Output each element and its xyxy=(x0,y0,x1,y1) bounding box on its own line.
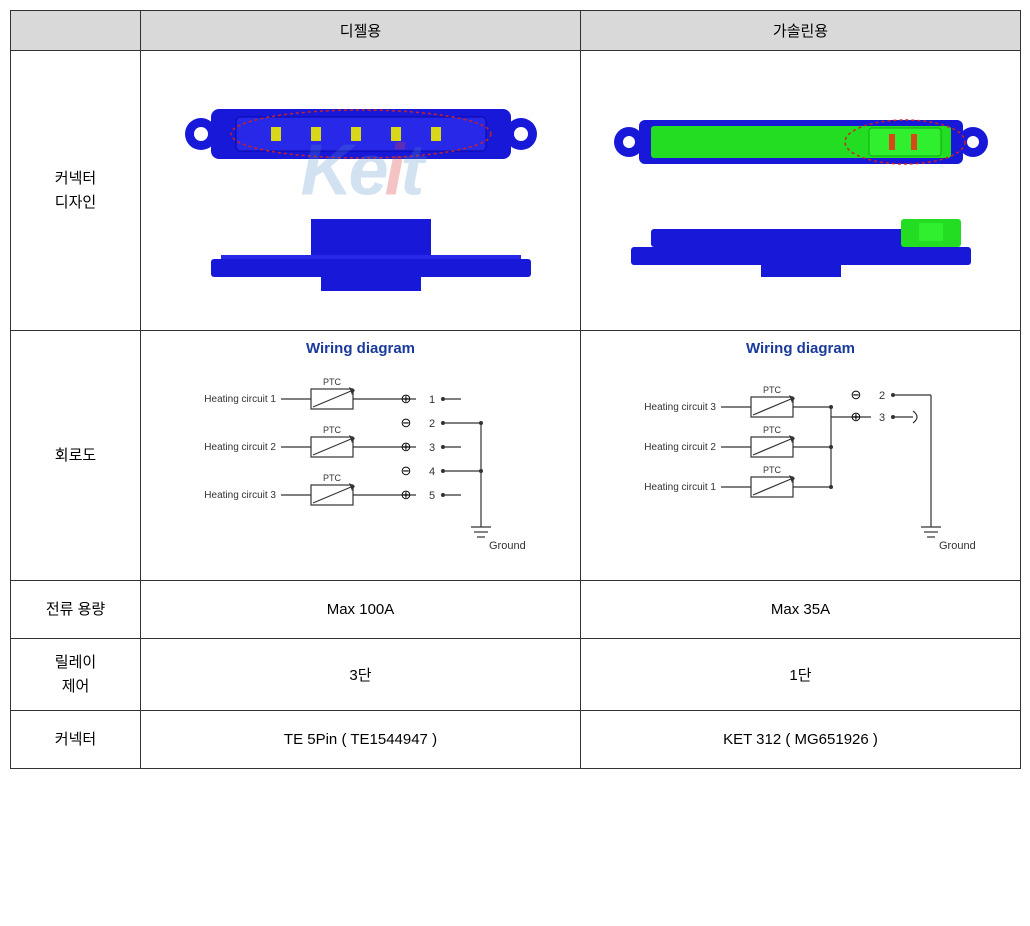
diesel-wiring-title: Wiring diagram xyxy=(145,340,576,357)
diesel-wiring-svg: Heating circuit 1 PTC ⊕ 1 ⊖ 2 xyxy=(181,367,541,567)
svg-text:3: 3 xyxy=(429,442,435,454)
svg-text:⊖: ⊖ xyxy=(400,463,411,478)
svg-text:Heating circuit 1: Heating circuit 1 xyxy=(204,394,276,405)
svg-text:Ground: Ground xyxy=(939,540,976,552)
gasoline-circuit: Wiring diagram Heating circuit 3 PTC Hea… xyxy=(581,331,1021,581)
comparison-table: 디젤용 가솔린용 커넥터 디자인 Keit xyxy=(10,10,1021,769)
gasoline-connector-design xyxy=(581,51,1021,331)
svg-text:Heating circuit 3: Heating circuit 3 xyxy=(204,490,276,501)
svg-text:⊖: ⊖ xyxy=(850,387,861,402)
svg-text:PTC: PTC xyxy=(323,377,342,387)
gasoline-wiring-title: Wiring diagram xyxy=(585,340,1016,357)
svg-text:Heating circuit 3: Heating circuit 3 xyxy=(644,402,716,413)
svg-text:⊖: ⊖ xyxy=(400,415,411,430)
label-relay: 릴레이 제어 xyxy=(11,639,141,711)
svg-text:⊕: ⊕ xyxy=(400,487,411,502)
svg-text:Ground: Ground xyxy=(489,540,526,552)
row-circuit: 회로도 Wiring diagram Heating circuit 1 PTC… xyxy=(11,331,1021,581)
label-connector: 커넥터 xyxy=(11,711,141,769)
svg-text:⊕: ⊕ xyxy=(400,439,411,454)
gasoline-wiring-svg: Heating circuit 3 PTC Heating circuit 2 … xyxy=(621,367,981,567)
svg-text:3: 3 xyxy=(879,412,885,424)
svg-text:2: 2 xyxy=(879,390,885,402)
svg-text:Heating circuit 1: Heating circuit 1 xyxy=(644,482,716,493)
svg-text:PTC: PTC xyxy=(763,425,782,435)
svg-text:Heating circuit 2: Heating circuit 2 xyxy=(204,442,276,453)
svg-text:5: 5 xyxy=(429,490,435,502)
svg-text:PTC: PTC xyxy=(763,465,782,475)
diesel-connector-svg xyxy=(151,69,571,309)
svg-text:PTC: PTC xyxy=(323,473,342,483)
gasoline-relay: 1단 xyxy=(581,639,1021,711)
gasoline-connector: KET 312 ( MG651926 ) xyxy=(581,711,1021,769)
diesel-current: Max 100A xyxy=(141,581,581,639)
label-connector-design: 커넥터 디자인 xyxy=(11,51,141,331)
svg-text:⊕: ⊕ xyxy=(850,409,861,424)
diesel-connector: TE 5Pin ( TE1544947 ) xyxy=(141,711,581,769)
header-row: 디젤용 가솔린용 xyxy=(11,11,1021,51)
svg-text:PTC: PTC xyxy=(323,425,342,435)
svg-text:1: 1 xyxy=(429,394,435,406)
svg-text:Heating circuit 2: Heating circuit 2 xyxy=(644,442,716,453)
svg-text:⊕: ⊕ xyxy=(400,391,411,406)
row-connector-design: 커넥터 디자인 Keit xyxy=(11,51,1021,331)
label-circuit: 회로도 xyxy=(11,331,141,581)
svg-text:4: 4 xyxy=(429,466,435,478)
label-current: 전류 용량 xyxy=(11,581,141,639)
row-relay: 릴레이 제어 3단 1단 xyxy=(11,639,1021,711)
diesel-relay: 3단 xyxy=(141,639,581,711)
svg-text:2: 2 xyxy=(429,418,435,430)
header-gasoline: 가솔린용 xyxy=(581,11,1021,51)
row-current: 전류 용량 Max 100A Max 35A xyxy=(11,581,1021,639)
diesel-circuit: Wiring diagram Heating circuit 1 PTC ⊕ 1 xyxy=(141,331,581,581)
diesel-connector-design: Keit xyxy=(141,51,581,331)
header-blank xyxy=(11,11,141,51)
row-connector: 커넥터 TE 5Pin ( TE1544947 ) KET 312 ( MG65… xyxy=(11,711,1021,769)
svg-text:PTC: PTC xyxy=(763,385,782,395)
gasoline-current: Max 35A xyxy=(581,581,1021,639)
gasoline-connector-svg xyxy=(591,69,1011,309)
header-diesel: 디젤용 xyxy=(141,11,581,51)
